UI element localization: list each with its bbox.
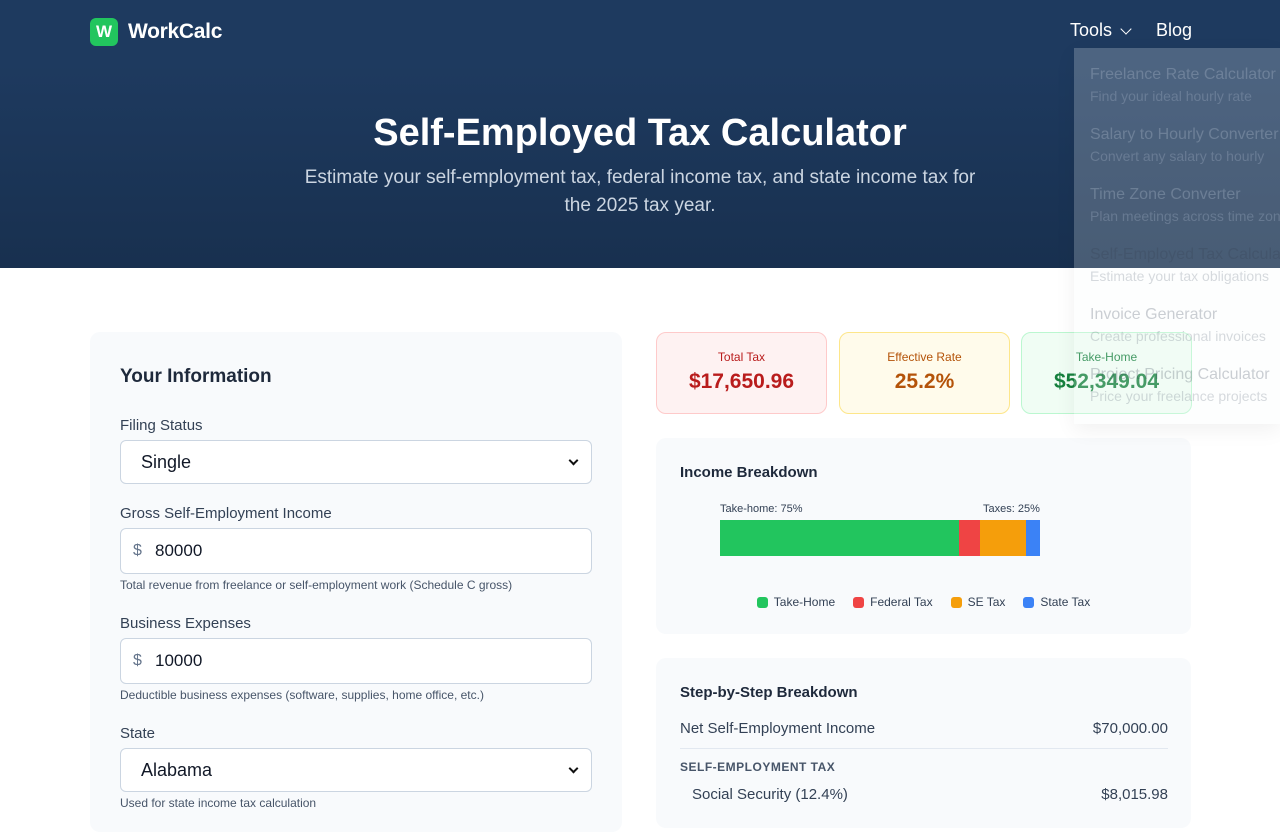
chevron-down-icon xyxy=(568,763,579,774)
menu-item-freelance-rate[interactable]: Freelance Rate Calculator Find your idea… xyxy=(1090,66,1276,104)
legend-swatch xyxy=(853,596,865,608)
social-security-value: $8,015.98 xyxy=(1101,786,1168,803)
gross-income-value: 80000 xyxy=(155,541,203,560)
income-stacked-bar xyxy=(720,520,1040,556)
take-home-label: Take-Home xyxy=(1075,350,1138,364)
menu-item-title: Project Pricing Calculator xyxy=(1090,366,1270,383)
nav-blog-label: Blog xyxy=(1155,20,1192,40)
step-breakdown-title: Step-by-Step Breakdown xyxy=(680,684,858,701)
menu-item-desc: Plan meetings across time zones xyxy=(1090,208,1280,224)
bar-segment-state-tax xyxy=(1025,520,1040,556)
menu-item-title: Self-Employed Tax Calculator xyxy=(1090,246,1280,263)
menu-item-desc: Find your ideal hourly rate xyxy=(1090,88,1252,104)
divider xyxy=(680,748,1168,749)
menu-item-desc: Price your freelance projects xyxy=(1090,388,1268,404)
gross-income-help: Total revenue from freelance or self-emp… xyxy=(120,578,513,592)
menu-item-project-pricing[interactable]: Project Pricing Calculator Price your fr… xyxy=(1090,366,1270,404)
nav-blog-link[interactable]: Blog xyxy=(1156,20,1192,41)
logo-mark-icon: W xyxy=(90,18,118,46)
menu-item-desc: Create professional invoices xyxy=(1090,328,1266,344)
gross-income-label: Gross Self-Employment Income xyxy=(120,505,332,522)
expenses-input[interactable]: $ 10000 xyxy=(120,638,592,684)
net-income-value: $70,000.00 xyxy=(1092,720,1168,737)
state-select[interactable]: Alabama xyxy=(120,748,592,792)
total-tax-value: $17,650.96 xyxy=(688,370,795,393)
top-navbar: W WorkCalc Tools Blog xyxy=(0,0,1280,64)
legend-item-take-home: Take-Home xyxy=(756,595,836,609)
legend-label: Federal Tax xyxy=(870,595,933,609)
legend-swatch xyxy=(1023,596,1035,608)
take-home-bar-label: Take-home: 75% xyxy=(720,503,803,515)
legend-item-state-tax: State Tax xyxy=(1023,595,1090,609)
menu-item-invoice-generator[interactable]: Invoice Generator Create professional in… xyxy=(1090,306,1266,344)
take-home-value: $52,349.04 xyxy=(1053,370,1160,393)
expenses-help: Deductible business expenses (software, … xyxy=(120,688,484,702)
menu-item-self-employed-tax[interactable]: Self-Employed Tax Calculator Estimate yo… xyxy=(1090,246,1280,284)
state-value: Alabama xyxy=(141,759,213,780)
menu-item-desc: Estimate your tax obligations xyxy=(1090,268,1269,284)
legend-swatch xyxy=(756,596,768,608)
menu-item-desc: Convert any salary to hourly xyxy=(1090,148,1265,164)
take-home-card: Take-Home $52,349.04 xyxy=(1021,332,1192,414)
step-breakdown-card: Step-by-Step Breakdown Net Self-Employme… xyxy=(656,658,1191,828)
income-legend: Take-Home Federal Tax SE Tax State Tax xyxy=(656,595,1191,609)
tools-dropdown-menu: Freelance Rate Calculator Find your idea… xyxy=(1074,48,1280,424)
effective-rate-value: 25.2% xyxy=(894,370,955,393)
page-title: Self-Employed Tax Calculator xyxy=(373,112,907,154)
gross-income-input[interactable]: $ 80000 xyxy=(120,528,592,574)
brand-logo[interactable]: W WorkCalc xyxy=(90,18,222,46)
bar-segment-federal-tax xyxy=(959,520,981,556)
menu-item-title: Salary to Hourly Converter xyxy=(1090,126,1279,143)
legend-swatch xyxy=(950,596,962,608)
main-nav: Tools Blog xyxy=(1070,20,1192,41)
legend-item-se-tax: SE Tax xyxy=(950,595,1006,609)
effective-rate-card: Effective Rate 25.2% xyxy=(839,332,1010,414)
state-label: State xyxy=(120,725,156,742)
filing-status-value: Single xyxy=(141,451,192,472)
expenses-label: Business Expenses xyxy=(120,615,251,632)
total-tax-label: Total Tax xyxy=(717,350,766,364)
currency-symbol: $ xyxy=(133,652,142,669)
input-form-card: Your Information Filing Status Single Gr… xyxy=(90,332,622,832)
income-breakdown-card: Income Breakdown Take-home: 75% Taxes: 2… xyxy=(656,438,1191,634)
filing-status-label: Filing Status xyxy=(120,417,203,434)
se-tax-section-heading: SELF-EMPLOYMENT TAX xyxy=(680,760,836,774)
social-security-label: Social Security (12.4%) xyxy=(692,786,848,803)
currency-symbol: $ xyxy=(133,542,142,559)
effective-rate-label: Effective Rate xyxy=(887,350,962,364)
filing-status-select[interactable]: Single xyxy=(120,440,592,484)
menu-item-title: Invoice Generator xyxy=(1090,306,1218,323)
form-title: Your Information xyxy=(120,366,272,387)
net-income-label: Net Self-Employment Income xyxy=(680,720,876,737)
chevron-down-icon xyxy=(568,455,579,466)
nav-tools-label: Tools xyxy=(1069,20,1112,40)
page-subtitle: Estimate your self-employment tax, feder… xyxy=(304,167,976,216)
income-breakdown-title: Income Breakdown xyxy=(680,464,818,481)
legend-label: State Tax xyxy=(1040,595,1091,609)
legend-label: SE Tax xyxy=(967,595,1006,609)
expenses-value: 10000 xyxy=(155,651,203,670)
brand-name: WorkCalc xyxy=(128,20,223,43)
nav-tools-menu[interactable]: Tools xyxy=(1069,20,1132,41)
legend-label: Take-Home xyxy=(773,595,836,609)
state-help: Used for state income tax calculation xyxy=(120,796,317,810)
bar-segment-se-tax xyxy=(980,520,1026,556)
menu-item-title: Freelance Rate Calculator xyxy=(1090,66,1276,83)
legend-item-federal-tax: Federal Tax xyxy=(853,595,933,609)
hero-banner xyxy=(0,64,1280,268)
chevron-down-icon xyxy=(1120,22,1132,35)
taxes-bar-label: Taxes: 25% xyxy=(983,503,1040,515)
social-security-row: Social Security (12.4%) $8,015.98 xyxy=(692,786,1168,803)
net-income-row: Net Self-Employment Income $70,000.00 xyxy=(680,720,1168,737)
menu-item-title: Time Zone Converter xyxy=(1090,186,1241,203)
menu-item-time-zone[interactable]: Time Zone Converter Plan meetings across… xyxy=(1090,186,1280,224)
menu-item-salary-hourly[interactable]: Salary to Hourly Converter Convert any s… xyxy=(1090,126,1279,164)
bar-segment-take-home xyxy=(720,520,960,556)
total-tax-card: Total Tax $17,650.96 xyxy=(656,332,827,414)
